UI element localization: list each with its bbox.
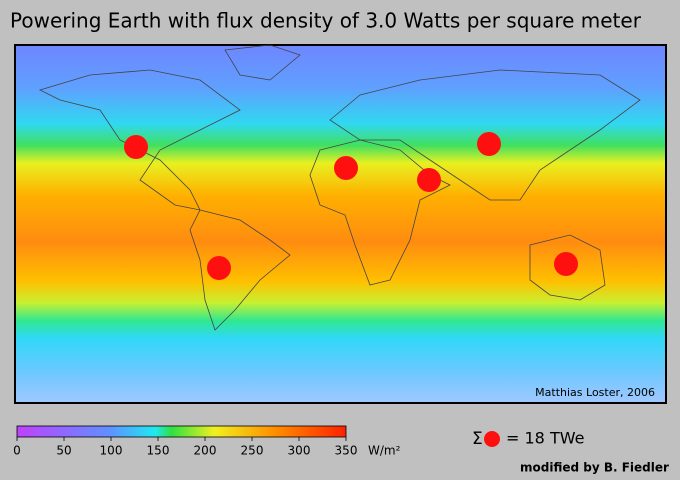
sites xyxy=(124,132,578,280)
site xyxy=(417,168,441,192)
site xyxy=(477,132,501,156)
legend-symbol: Σ xyxy=(472,429,483,449)
map-background xyxy=(14,44,667,404)
map: Matthias Loster, 2006 xyxy=(14,44,667,404)
footer: modified by B. Fiedler xyxy=(520,461,669,475)
site xyxy=(334,156,358,180)
site xyxy=(207,256,231,280)
colorbar-tick-label: 250 xyxy=(241,444,264,458)
site xyxy=(124,135,148,159)
legend-dot xyxy=(484,431,500,447)
title: Powering Earth with flux density of 3.0 … xyxy=(10,9,642,33)
colorbar-tick-label: 150 xyxy=(147,444,170,458)
legend-text: = 18 TWe xyxy=(506,429,584,448)
colorbar xyxy=(16,425,347,438)
colorbar-tick-label: 300 xyxy=(288,444,311,458)
colorbar-tick-label: 50 xyxy=(56,444,71,458)
coastlines xyxy=(38,44,641,331)
colorbar-tick-label: 350 xyxy=(335,444,358,458)
colorbar-tick-label: 200 xyxy=(194,444,217,458)
map-credit: Matthias Loster, 2006 xyxy=(535,386,655,399)
colorbar-tick-label: 0 xyxy=(13,444,21,458)
colorbar-unit: W/m² xyxy=(368,444,401,458)
colorbar-tick-label: 100 xyxy=(100,444,123,458)
site xyxy=(554,252,578,276)
